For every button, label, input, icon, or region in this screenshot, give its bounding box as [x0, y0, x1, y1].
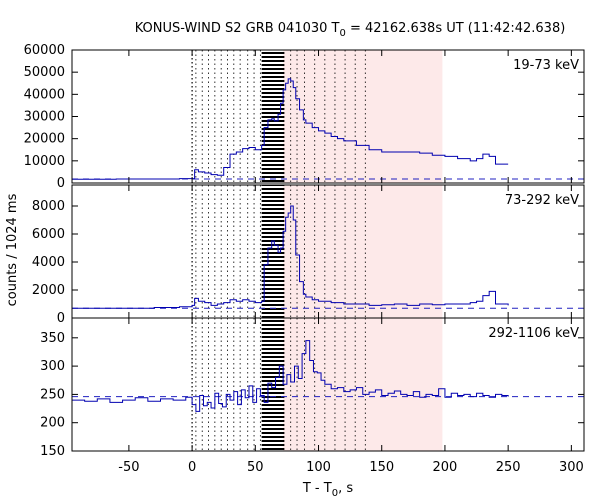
y-tick-label: 300	[40, 359, 65, 374]
light-curve-series	[72, 340, 509, 412]
y-tick-label: 0	[57, 176, 65, 191]
y-tick-label: 250	[40, 387, 65, 402]
x-tick-label: 200	[433, 460, 458, 475]
shaded-interval	[283, 318, 443, 451]
shaded-interval	[283, 50, 443, 183]
energy-band-label: 19-73 keV	[513, 58, 579, 73]
x-tick-label: 0	[188, 460, 196, 475]
y-tick-label: 0	[57, 311, 65, 326]
y-tick-label: 4000	[32, 255, 65, 270]
x-tick-label: 50	[247, 460, 264, 475]
y-tick-label: 60000	[24, 43, 65, 58]
hatched-interval	[261, 50, 285, 183]
energy-band-label: 292-1106 keV	[488, 326, 579, 341]
y-tick-label: 350	[40, 331, 65, 346]
x-axis-label-main: T - T	[302, 481, 332, 496]
x-tick-label: 100	[306, 460, 331, 475]
chart-title-subscript: 0	[339, 28, 345, 39]
y-tick-label: 150	[40, 444, 65, 459]
shaded-interval	[283, 185, 443, 318]
y-tick-label: 2000	[32, 283, 65, 298]
x-tick-label: 300	[559, 460, 584, 475]
x-axis-label-rest: , s	[338, 481, 353, 496]
chart-title-rest: = 42162.638s UT (11:42:42.638)	[346, 21, 565, 36]
panel-frame	[71, 317, 585, 452]
y-axis-label: counts / 1024 ms	[5, 193, 20, 306]
hatched-interval	[261, 185, 285, 318]
panel-1-content	[72, 185, 584, 318]
energy-band-label: 73-292 keV	[505, 193, 579, 208]
hatched-interval	[261, 318, 285, 451]
y-tick-label: 10000	[24, 154, 65, 169]
light-curve-series	[72, 205, 509, 309]
y-tick-label: 50000	[24, 65, 65, 80]
chart-title-main: KONUS-WIND S2 GRB 041030 T	[135, 21, 340, 36]
y-tick-label: 8000	[32, 199, 65, 214]
light-curve-series	[72, 78, 509, 180]
panel-2-content	[72, 318, 584, 451]
x-tick-label: -50	[118, 460, 139, 475]
chart-title: KONUS-WIND S2 GRB 041030 T0 = 42162.638s…	[135, 21, 566, 39]
x-tick-label: 150	[369, 460, 394, 475]
panel-0-content	[72, 50, 584, 183]
y-tick-label: 30000	[24, 110, 65, 125]
x-axis-label: T - T0, s	[302, 481, 353, 499]
x-axis-label-subscript: 0	[332, 488, 338, 499]
y-tick-label: 6000	[32, 227, 65, 242]
y-tick-label: 200	[40, 416, 65, 431]
x-tick-label: 250	[496, 460, 521, 475]
y-tick-label: 40000	[24, 87, 65, 102]
y-tick-label: 20000	[24, 132, 65, 147]
